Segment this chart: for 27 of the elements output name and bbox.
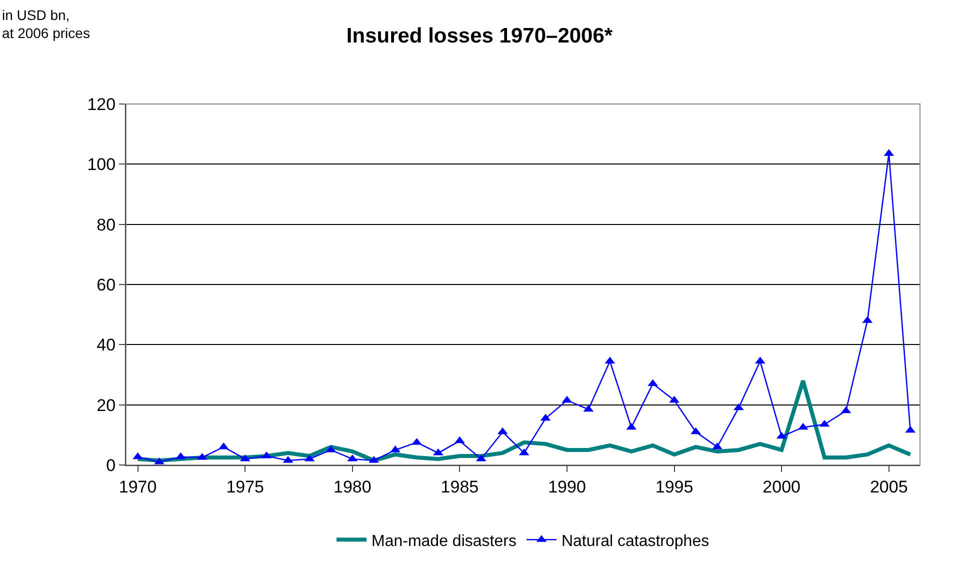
y-tick-label: 120 (87, 94, 116, 114)
point (433, 448, 444, 456)
y-tick-label: 100 (87, 155, 116, 174)
x-tick-label: 1990 (548, 477, 586, 496)
x-tick-label: 1980 (333, 477, 372, 496)
x-tick-label: 1985 (440, 477, 479, 496)
x-tick-label: 1975 (226, 477, 264, 496)
y-axis-title: in USD bn, at 2006 prices (2, 7, 90, 42)
y-tick-label: 80 (96, 215, 116, 234)
point (712, 442, 722, 450)
point (176, 452, 186, 460)
point (154, 457, 164, 464)
y-tick-label: 60 (96, 275, 116, 294)
x-tick-label: 2000 (762, 477, 801, 496)
y-tick-label: 0 (106, 456, 116, 475)
legend-label: Man-made disasters (372, 532, 516, 550)
point (690, 427, 701, 434)
point (132, 452, 143, 460)
chart-title: Insured losses 1970–2006* (346, 24, 614, 48)
point (669, 396, 680, 403)
y-tick-label: 40 (96, 336, 116, 355)
legend-label: Natural catastrophes (561, 532, 710, 550)
point (412, 438, 422, 445)
x-tick-label: 1995 (655, 477, 694, 496)
x-tick-label: 1970 (118, 477, 157, 496)
y-tick-label: 20 (96, 396, 116, 415)
x-tick-label: 2005 (870, 477, 908, 496)
